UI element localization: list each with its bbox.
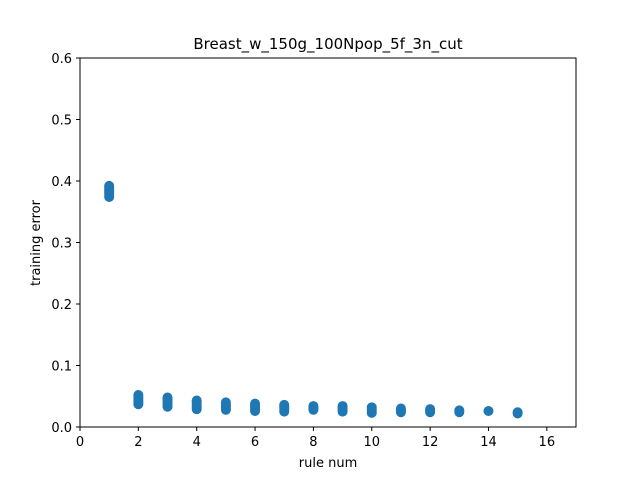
x-tick-label: 6 (251, 435, 259, 450)
data-point (162, 392, 173, 403)
y-tick-label: 0.4 (51, 175, 72, 190)
chart-title: Breast_w_150g_100Npop_5f_3n_cut (193, 35, 462, 54)
y-tick-label: 0.6 (51, 52, 72, 67)
data-point (279, 399, 290, 410)
y-axis-label: training error (29, 199, 44, 286)
x-tick-label: 10 (363, 435, 380, 450)
data-point (425, 404, 436, 415)
data-point (133, 390, 144, 401)
data-points (104, 180, 523, 419)
data-point (337, 401, 348, 412)
y-tick-label: 0.0 (51, 421, 72, 436)
axis-ticks: 0 2 4 6 8 10 12 14 16 0.0 0.1 0.2 0.3 0.4 0.5 0.6 (51, 52, 555, 450)
y-tick-label: 0.2 (51, 298, 72, 313)
data-point (308, 401, 319, 412)
data-point (250, 398, 261, 409)
data-point (366, 402, 377, 413)
x-tick-label: 16 (539, 435, 556, 450)
data-point (454, 405, 465, 416)
y-tick-label: 0.3 (51, 237, 72, 252)
x-tick-label: 12 (422, 435, 439, 450)
x-axis-label: rule num (299, 456, 357, 471)
y-tick-label: 0.1 (51, 360, 72, 375)
data-point (512, 407, 523, 418)
x-tick-label: 4 (193, 435, 201, 450)
data-point (220, 397, 231, 408)
y-tick-label: 0.5 (51, 114, 72, 129)
x-tick-label: 14 (480, 435, 497, 450)
x-tick-label: 0 (76, 435, 84, 450)
x-tick-label: 2 (134, 435, 142, 450)
data-point (104, 180, 115, 191)
data-point (483, 406, 494, 417)
plot-frame (79, 57, 577, 428)
data-point (191, 395, 202, 406)
data-point (395, 403, 406, 414)
x-tick-label: 8 (309, 435, 317, 450)
